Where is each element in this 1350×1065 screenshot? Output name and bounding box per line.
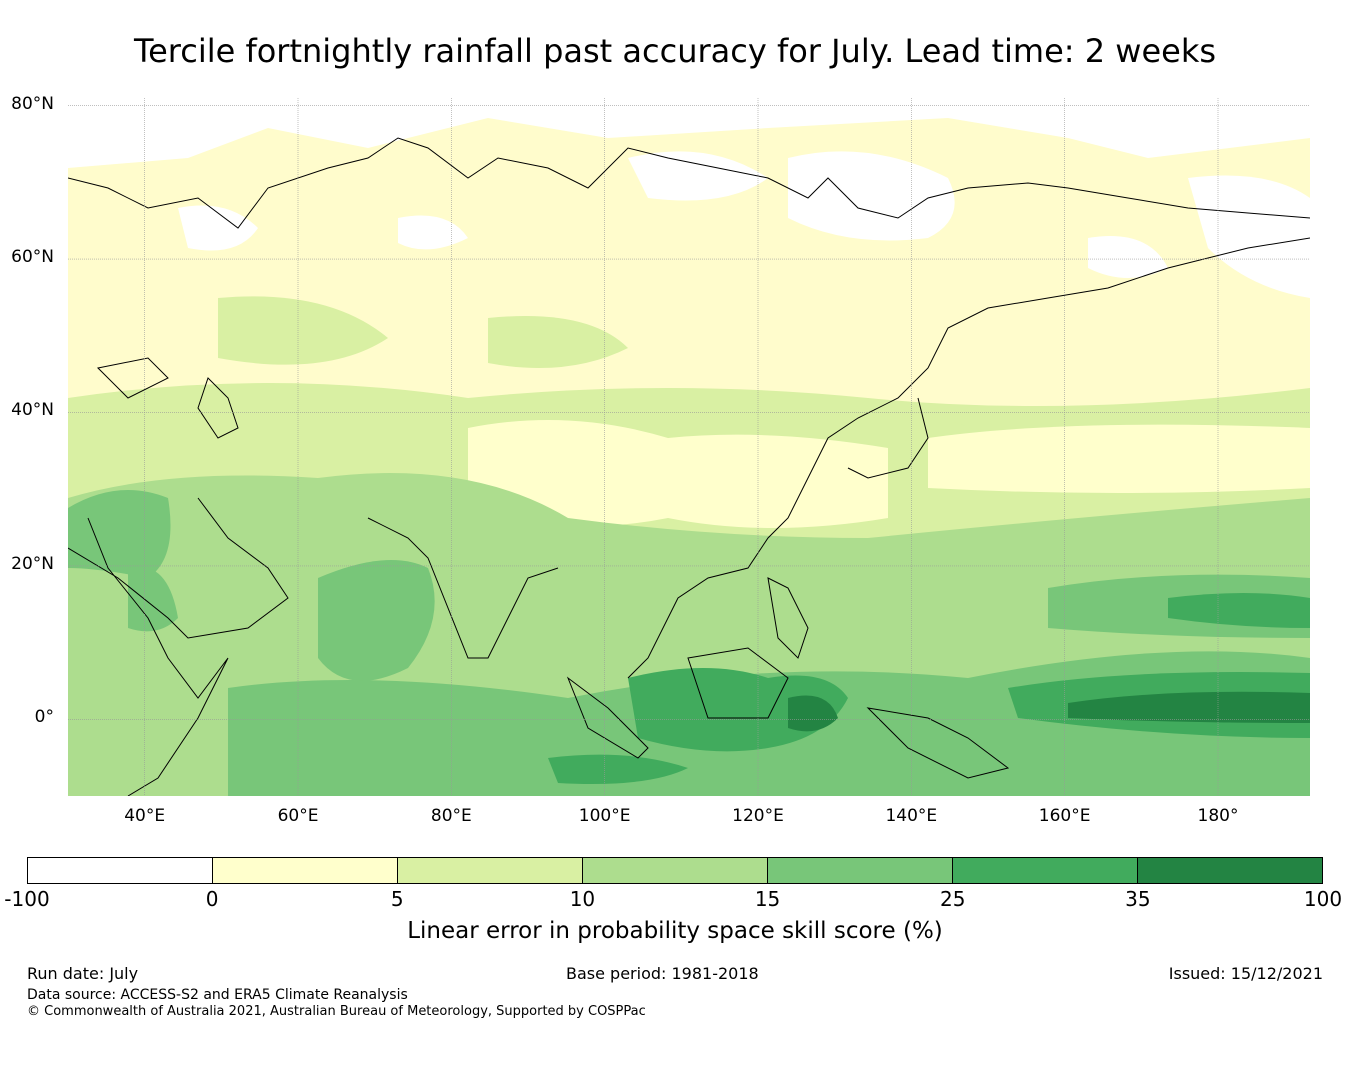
colorbar-segment [28,858,213,883]
base-period: Base period: 1981-2018 [566,964,759,983]
colorbar-segment [583,858,768,883]
skill-region-high [128,566,178,632]
coastline-eurasia-north [68,137,1310,229]
lat-tick-label: 80°N [11,93,54,114]
skill-region-white [178,205,258,251]
skill-region-very-high [1168,593,1310,628]
skill-region-top [788,695,838,732]
skill-region-very-high [548,754,688,784]
lat-tick-label: 60°N [11,247,54,268]
lon-tick-label: 40°E [124,806,166,826]
colorbar-segment [398,858,583,883]
coastline-arabia [68,497,289,639]
colorbar-tick-label: 0 [205,887,219,911]
map-title: Tercile fortnightly rainfall past accura… [133,32,1217,70]
lat-tick-label: 20°N [11,553,54,574]
coastline-caspian [197,377,239,439]
data-source: Data source: ACCESS-S2 and ERA5 Climate … [27,987,408,1003]
colorbar-segment [768,858,953,883]
lon-tick-label: 180° [1197,806,1239,826]
graticule [68,98,1310,796]
colorbar-segment [953,858,1138,883]
lon-tick-label: 160°E [1038,806,1091,826]
colorbar-tick-label: 25 [939,887,966,911]
coastline-black-sea [96,357,169,399]
skill-region-white [788,151,955,241]
colorbar-segment [213,858,398,883]
skill-region-white [628,151,768,201]
lon-tick-label: 60°E [277,806,319,826]
colorbar-tick-label: -100 [4,887,50,911]
coastline-africa [87,517,229,796]
skill-region-pale [928,424,1310,493]
colorbar-label: Linear error in probability space skill … [407,918,943,944]
lon-tick-label: 80°E [430,806,472,826]
skill-region-high [68,490,171,578]
colorbar-tick-label: 5 [390,887,404,911]
skill-score-map [68,98,1310,796]
lon-tick-label: 120°E [732,806,784,826]
skill-region-white [398,215,468,250]
skill-field-layer [68,98,1310,796]
lat-tick-label: 0° [34,707,54,728]
colorbar-segment [1138,858,1322,883]
lat-tick-label: 40°N [11,400,54,421]
skill-region-top [1068,691,1310,723]
map-canvas [68,98,1310,796]
coastline-sumatra [566,676,649,759]
skill-region-high [318,560,435,681]
skill-region-light [488,316,628,368]
colorbar-tick-label: 35 [1125,887,1151,911]
colorbar-tick-label: 10 [569,887,596,911]
coastline-east-asia [627,237,1310,679]
coastline-new-guinea [866,707,1010,779]
issued-date: Issued: 15/12/2021 [1168,964,1323,983]
skill-region-white [1088,236,1168,278]
coastline-japan [847,397,929,479]
lon-tick-label: 140°E [885,806,938,826]
colorbar [27,857,1323,884]
colorbar-tick-label: 100 [1303,887,1343,911]
copyright: © Commonwealth of Australia 2021, Austra… [27,1004,646,1019]
lon-tick-label: 100°E [578,806,631,826]
run-date: Run date: July [27,964,139,983]
skill-region-light [218,296,388,365]
coastline-borneo [687,647,789,719]
coastline-philippines [767,577,809,659]
skill-region-pale [468,420,888,528]
skill-region-very-high [628,668,848,752]
coastline-layer [68,137,1310,796]
coastline-india [367,517,559,659]
skill-region-white [1188,175,1310,298]
skill-region-white [68,98,1310,168]
colorbar-tick-label: 15 [754,887,781,911]
